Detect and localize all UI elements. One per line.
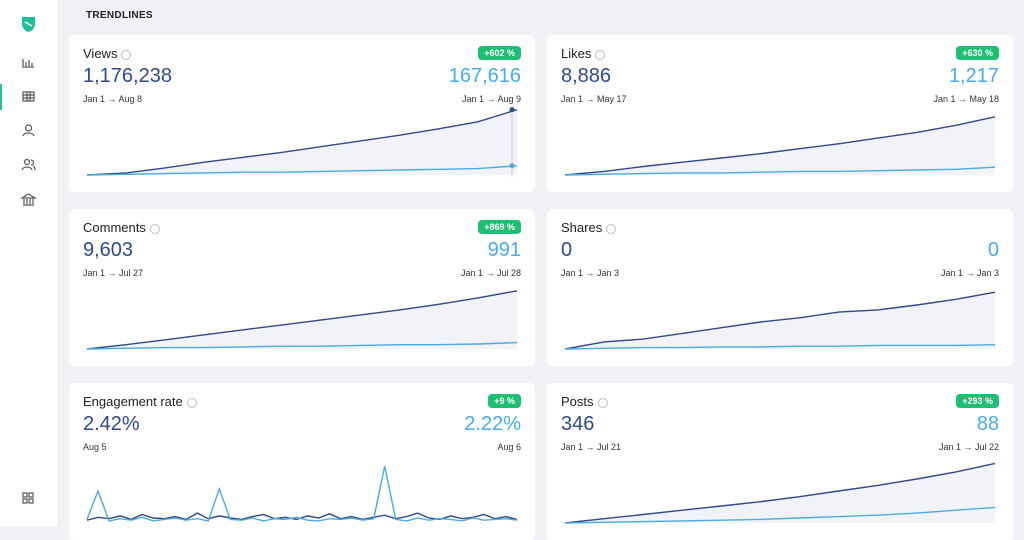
current-value: 0 [561, 239, 573, 261]
trend-area [565, 116, 995, 175]
card-title-text: Views [83, 46, 118, 61]
trend-chart [86, 107, 518, 177]
date-range: Jan 1 → Jul 27 [83, 268, 144, 278]
trend-line [86, 165, 518, 176]
trend-line [86, 290, 518, 350]
metric-card: Shares 0 0 Jan 1 → Jan 3 Jan 1 → Jan 3 [547, 209, 1013, 366]
compare-date-range: Jan 1 → Jul 28 [460, 268, 521, 278]
metric-card: Engagement rate +9 % 2.42% 2.22% Aug 5 Aug 6 [69, 383, 535, 540]
section-title: TRENDLINES [86, 10, 153, 21]
card-title: Views [83, 46, 132, 61]
trend-chart [86, 466, 518, 522]
help-icon [595, 49, 606, 60]
metric-card: Views +602 % 1,176,238 167,616 Jan 1 → Aug 8… [69, 35, 535, 192]
current-value: 1,176,238 [83, 65, 172, 87]
compare-date-range: Jan 1 → Jul 22 [938, 442, 999, 452]
current-value: 9,603 [83, 239, 134, 261]
date-range: Jan 1 → May 17 [561, 94, 627, 104]
trend-chart [564, 291, 996, 350]
change-badge: +869 % [478, 220, 521, 234]
users-icon[interactable] [23, 158, 31, 166]
trend-area [87, 109, 517, 175]
card-title-text: Comments [83, 220, 146, 235]
change-badge: +9 % [488, 394, 521, 408]
help-icon [186, 397, 197, 408]
trend-line [564, 116, 996, 176]
card-title-text: Shares [561, 220, 603, 235]
compare-value: 991 [487, 239, 521, 261]
sidebar-icons [0, 17, 38, 504]
trend-chart [564, 462, 996, 524]
trend-line [86, 341, 518, 350]
date-range: Aug 5 [83, 442, 107, 452]
hover-dot [509, 107, 515, 113]
user-icon[interactable] [24, 124, 33, 132]
date-range: Jan 1 → Jan 3 [561, 268, 620, 278]
card-title: Engagement rate [83, 394, 197, 409]
change-badge: +602 % [478, 46, 521, 60]
current-value: 346 [561, 413, 595, 435]
trend-line [86, 466, 518, 522]
help-icon [149, 223, 160, 234]
metric-card: Likes +630 % 8,886 1,217 Jan 1 → May 17 Jan 1… [547, 35, 1013, 192]
trend-line [564, 344, 996, 350]
logo-mark [24, 21, 33, 27]
trend-line [86, 512, 518, 521]
trend-area [87, 290, 517, 349]
compare-date-range: Jan 1 → May 18 [933, 94, 999, 104]
trend-line [564, 166, 996, 176]
compare-value: 88 [976, 413, 999, 435]
change-badge: +630 % [956, 46, 999, 60]
compare-value: 2.22% [464, 413, 521, 435]
trend-line [564, 506, 996, 524]
bank-icon[interactable] [19, 193, 38, 206]
card-title-text: Posts [561, 394, 594, 409]
card-title: Comments [83, 220, 160, 235]
current-value: 8,886 [561, 65, 612, 87]
card-title: Shares [561, 220, 617, 235]
metric-card: Comments +869 % 9,603 991 Jan 1 → Jul 27 Jan … [69, 209, 535, 366]
sidebar [0, 0, 59, 526]
active-indicator [0, 84, 2, 110]
trend-area [565, 463, 995, 523]
trend-line [564, 462, 996, 524]
compare-date-range: Jan 1 → Jan 3 [940, 268, 999, 278]
compare-value: 167,616 [448, 65, 521, 87]
help-icon [121, 49, 132, 60]
card-title-text: Engagement rate [83, 394, 183, 409]
trend-chart [86, 290, 518, 350]
apps-icon[interactable] [22, 492, 28, 498]
metric-card: Posts +293 % 346 88 Jan 1 → Jul 21 Jan 1 → Ju… [547, 383, 1013, 540]
trend-line [564, 291, 996, 350]
help-icon [597, 397, 608, 408]
date-range: Jan 1 → Jul 21 [561, 442, 622, 452]
help-icon [606, 223, 617, 234]
table-icon[interactable] [22, 91, 35, 102]
hover-dot [509, 163, 515, 169]
current-value: 2.42% [83, 413, 140, 435]
analytics-icon[interactable] [22, 59, 34, 68]
card-title-text: Likes [561, 46, 592, 61]
compare-value: 1,217 [948, 65, 999, 87]
card-title: Posts [561, 394, 608, 409]
change-badge: +293 % [956, 394, 999, 408]
compare-date-range: Jan 1 → Aug 9 [461, 94, 521, 104]
compare-date-range: Aug 6 [497, 442, 521, 452]
card-title: Likes [561, 46, 606, 61]
compare-value: 0 [987, 239, 999, 261]
trend-chart [564, 116, 996, 176]
date-range: Jan 1 → Aug 8 [83, 94, 143, 104]
trend-line [86, 109, 518, 176]
